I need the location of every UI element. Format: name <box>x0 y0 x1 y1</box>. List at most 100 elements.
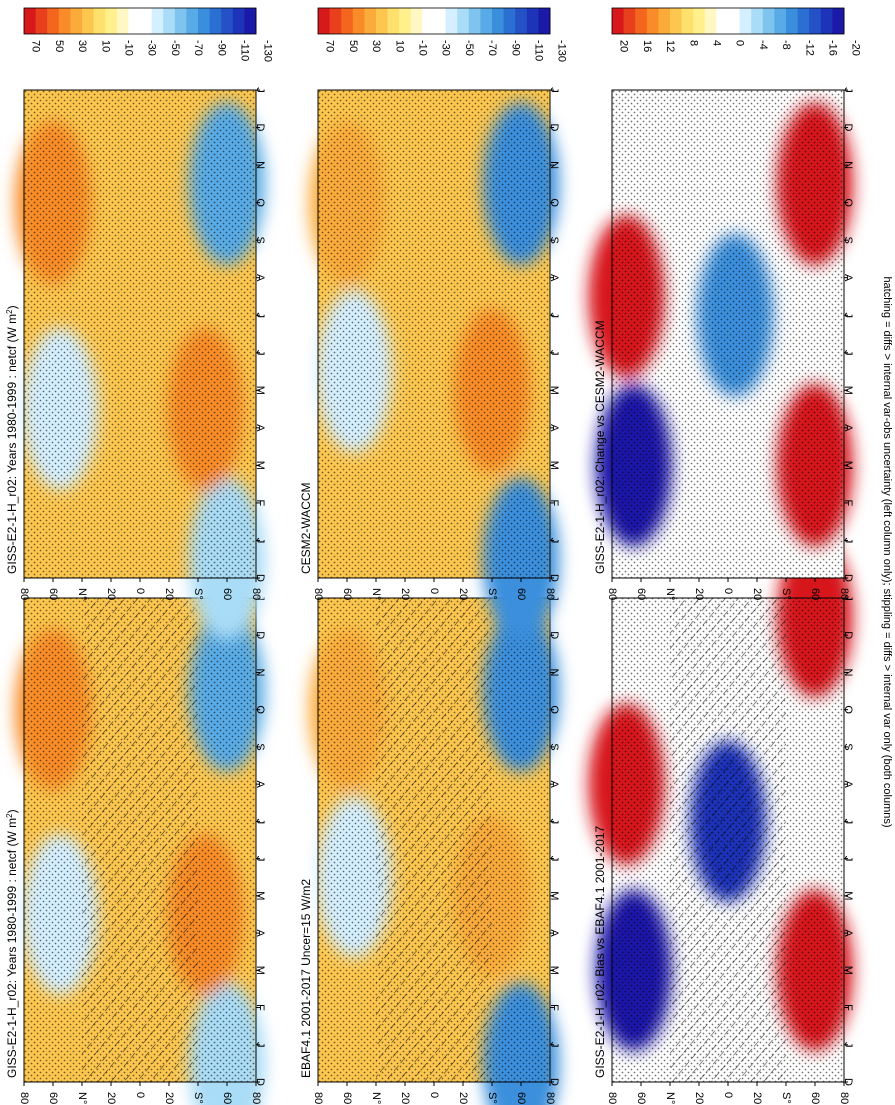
panel-title-superscript: 2 <box>5 309 14 314</box>
lat-tick-label: 80 <box>18 588 30 600</box>
month-tick-label: A <box>254 780 266 788</box>
colorbar-swatch <box>244 8 257 34</box>
lat-tick-label: 80 <box>312 1092 324 1104</box>
colorbar-swatch <box>128 8 141 34</box>
colorbar-label: 8 <box>687 40 699 46</box>
lat-tick-label: S° <box>780 1092 792 1104</box>
colorbar-swatch <box>58 8 71 34</box>
colorbar-label: -90 <box>509 40 521 56</box>
colorbar-swatch <box>209 8 222 34</box>
lat-tick-label: 80 <box>250 1092 262 1104</box>
month-tick-label: M <box>842 461 854 470</box>
colorbar-swatch <box>116 8 129 34</box>
lat-tick-label: S° <box>192 588 204 600</box>
colorbar-swatch <box>198 8 211 34</box>
month-tick-label: J <box>842 538 854 544</box>
month-tick-label: J <box>548 350 560 356</box>
colorbar-swatch <box>832 8 845 34</box>
month-tick-label: A <box>842 424 854 432</box>
colorbar-label: 30 <box>370 40 382 52</box>
colorbar-swatch <box>410 8 423 34</box>
month-tick-label: D <box>254 124 266 132</box>
lat-tick-label: 20 <box>457 1092 469 1104</box>
colorbar-swatch <box>399 8 412 34</box>
month-tick-label: A <box>548 424 560 432</box>
lat-tick-label: 60 <box>809 1092 821 1104</box>
month-tick-label: J <box>254 538 266 544</box>
month-tick-label: N <box>842 161 854 169</box>
panel-title-suffix: ) <box>5 809 19 813</box>
colorbar-label: -10 <box>122 40 134 56</box>
heatmap-panel-6: 80 60 N° 20 0 20 S° 60 80DJFMAMJJASONDJGISS-E2-1… <box>588 7 862 600</box>
panel-title-text: GISS-E2-1-H_r02: Years 1980-1999 : netcf… <box>5 818 19 1078</box>
heatmap-panel-1: 8060N°20020S°6080DJFMAMJJASONDJGISS-E2-1… <box>5 595 266 1105</box>
colorbar-label: -90 <box>215 40 227 56</box>
month-tick-label: J <box>842 595 854 601</box>
lat-tick-label: 0 <box>722 588 734 594</box>
lat-tick-label: 20 <box>399 1092 411 1104</box>
colorbar-swatch <box>163 8 176 34</box>
lat-tick-label: 20 <box>163 1092 175 1104</box>
month-tick-label: F <box>842 500 854 507</box>
month-tick-label: J <box>548 538 560 544</box>
lat-tick-label: 60 <box>341 1092 353 1104</box>
colorbar-swatch <box>797 8 810 34</box>
month-tick-label: D <box>842 631 854 639</box>
month-tick-label: A <box>842 780 854 788</box>
panel-title: GISS-E2-1-H_r02: Years 1980-1999 : netcf… <box>5 809 19 1078</box>
lat-tick-label: 20 <box>105 1092 117 1104</box>
panel-title-superscript: 2 <box>5 813 14 818</box>
colorbar-swatch <box>422 8 435 34</box>
month-tick-label: S <box>254 743 266 750</box>
panel-title-text: EBAF4.1 2001-2017 Uncer=15 W/m2 <box>299 879 313 1078</box>
colorbar-swatch <box>728 8 741 34</box>
colorbar-swatch <box>658 8 671 34</box>
colorbar-swatch <box>468 8 481 34</box>
colorbar-swatch <box>716 8 729 34</box>
colorbar-label: -4 <box>757 40 769 50</box>
colorbar-label: -30 <box>440 40 452 56</box>
lat-tick-label: 80 <box>606 588 618 600</box>
month-tick-label: N <box>254 668 266 676</box>
hatching-overlay <box>376 598 492 1082</box>
colorbar-swatch <box>24 8 37 34</box>
stippling-overlay <box>612 90 844 578</box>
month-tick-label: J <box>548 87 560 93</box>
lat-tick-label: 0 <box>134 1092 146 1098</box>
month-tick-label: A <box>254 929 266 937</box>
colorbar-label: 16 <box>641 40 653 52</box>
month-tick-label: A <box>254 424 266 432</box>
month-tick-label: D <box>842 124 854 132</box>
month-tick-label: O <box>548 198 560 207</box>
month-tick-label: M <box>548 386 560 395</box>
month-tick-label: D <box>842 574 854 582</box>
month-tick-label: M <box>548 461 560 470</box>
colorbar-swatch <box>646 8 659 34</box>
month-tick-label: M <box>548 891 560 900</box>
month-tick-label: M <box>254 461 266 470</box>
month-tick-label: M <box>548 966 560 975</box>
lat-tick-label: N° <box>664 1092 676 1104</box>
month-tick-label: M <box>254 891 266 900</box>
month-tick-label: N <box>548 668 560 676</box>
lat-tick-label: N° <box>76 1092 88 1104</box>
month-tick-label: M <box>842 891 854 900</box>
colorbar-swatch <box>503 8 516 34</box>
month-tick-label: J <box>842 856 854 862</box>
lat-tick-label: 0 <box>428 1092 440 1098</box>
month-tick-label: S <box>842 743 854 750</box>
month-tick-label: F <box>548 1004 560 1011</box>
lat-tick-label: 80 <box>544 588 556 600</box>
lat-tick-label: 20 <box>751 1092 763 1104</box>
month-tick-label: D <box>254 574 266 582</box>
colorbar-swatch <box>693 8 706 34</box>
heatmap-panel-2: 80 60 N° 20 0 20 S° 60 80 D J F M A M J J A S O N D J GISS-E2-1… <box>5 7 274 641</box>
colorbar-swatch <box>445 8 458 34</box>
colorbar-label: -70 <box>486 40 498 56</box>
panels: 8060N°20020S°6080DJFMAMJJASONDJGISS-E2-1… <box>5 7 862 1105</box>
month-tick-label: J <box>842 312 854 318</box>
panel-title-text: GISS-E2-1-H_r02: Change vs CESM2-WACCM <box>593 320 607 574</box>
month-tick-label: O <box>254 198 266 207</box>
panel-title-suffix: ) <box>5 305 19 309</box>
